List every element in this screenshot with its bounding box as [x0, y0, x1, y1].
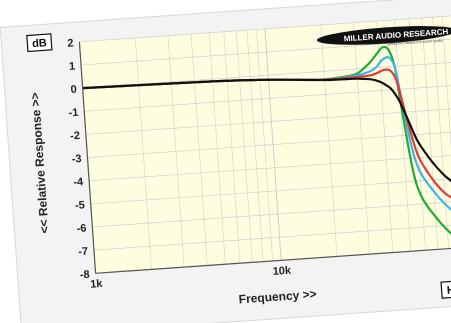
x-tick-label: 1k — [90, 278, 104, 291]
x-axis-title: Frequency >> — [238, 287, 317, 306]
v-gridline — [432, 17, 449, 249]
v-gridline — [421, 17, 439, 250]
v-gridline — [256, 29, 273, 261]
series-line-4 — [82, 77, 451, 193]
y-tick-label: 1 — [69, 60, 76, 72]
y-tick-label: -8 — [79, 269, 90, 282]
x-axis-line — [95, 246, 451, 274]
v-gridline — [353, 22, 370, 255]
v-gridline — [223, 31, 241, 264]
v-gridline — [246, 30, 264, 262]
v-gridline — [190, 34, 208, 266]
brand-tagline: Setting the standard of sound quality — [386, 38, 443, 46]
v-gridline — [394, 19, 412, 252]
v-gridline — [409, 18, 426, 251]
v-gridline — [235, 30, 253, 263]
y-tick-label: -2 — [70, 130, 81, 143]
v-gridline — [376, 21, 394, 253]
y-axis-line — [78, 41, 97, 274]
y-tick-label: -1 — [68, 107, 79, 120]
plot-area — [79, 15, 451, 274]
y-tick-label: 2 — [67, 37, 74, 49]
hz-badge-label: Hz — [447, 284, 451, 297]
db-badge — [26, 33, 53, 53]
v-gridline — [320, 24, 338, 257]
v-gridline — [167, 35, 185, 268]
series-lines — [82, 45, 451, 249]
y-tick-label: -4 — [73, 176, 84, 189]
x-tick-label: 10k — [272, 265, 292, 278]
y-tick-labels: 2 1 0 -1 -2 -3 -4 -5 -6 -7 -8 — [67, 37, 90, 282]
brand-logo: MILLER AUDIO RESEARCH Setting the standa… — [316, 26, 451, 46]
hz-badge — [440, 279, 451, 299]
v-gridline — [135, 37, 152, 270]
v-gridline — [208, 32, 226, 265]
y-tick-label: -7 — [78, 246, 89, 259]
x-tick-labels: 1k10k100k — [90, 265, 293, 291]
y-tick-label: -6 — [76, 222, 87, 235]
y-tick-label: 0 — [70, 84, 77, 96]
y-tick-label: -5 — [75, 199, 86, 212]
y-tick-label: -3 — [71, 153, 82, 166]
db-badge-label: dB — [32, 37, 48, 50]
v-gridline — [441, 16, 451, 248]
v-gridline — [264, 28, 282, 261]
